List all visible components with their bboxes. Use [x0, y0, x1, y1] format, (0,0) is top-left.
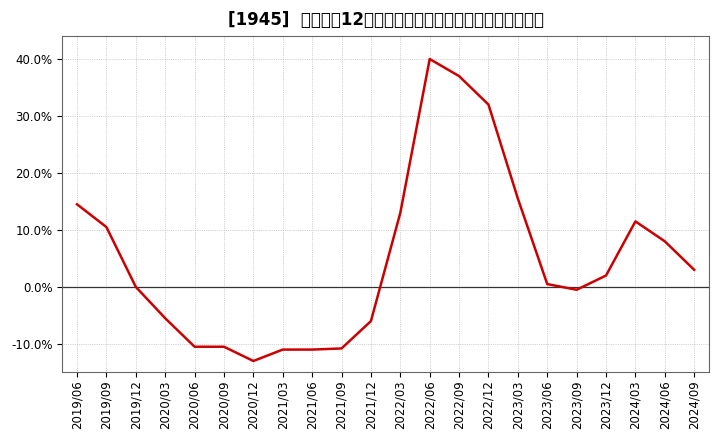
Title: [1945]  売上高の12か月移動合計の対前年同期増減率の推移: [1945] 売上高の12か月移動合計の対前年同期増減率の推移: [228, 11, 544, 29]
